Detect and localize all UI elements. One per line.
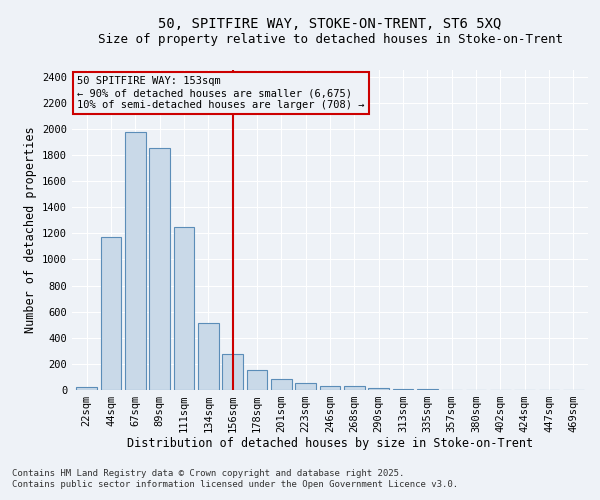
Text: Contains public sector information licensed under the Open Government Licence v3: Contains public sector information licen… — [12, 480, 458, 489]
Text: Size of property relative to detached houses in Stoke-on-Trent: Size of property relative to detached ho… — [97, 32, 563, 46]
Text: 50 SPITFIRE WAY: 153sqm
← 90% of detached houses are smaller (6,675)
10% of semi: 50 SPITFIRE WAY: 153sqm ← 90% of detache… — [77, 76, 365, 110]
Bar — [101, 236, 121, 390]
Bar — [198, 322, 218, 390]
Bar — [320, 386, 340, 390]
Bar — [125, 132, 146, 390]
Bar — [76, 386, 97, 390]
X-axis label: Distribution of detached houses by size in Stoke-on-Trent: Distribution of detached houses by size … — [127, 436, 533, 450]
Text: Contains HM Land Registry data © Crown copyright and database right 2025.: Contains HM Land Registry data © Crown c… — [12, 468, 404, 477]
Bar — [295, 384, 316, 390]
Bar — [222, 354, 243, 390]
Text: 50, SPITFIRE WAY, STOKE-ON-TRENT, ST6 5XQ: 50, SPITFIRE WAY, STOKE-ON-TRENT, ST6 5X… — [158, 18, 502, 32]
Bar — [392, 389, 413, 390]
Y-axis label: Number of detached properties: Number of detached properties — [23, 126, 37, 334]
Bar — [149, 148, 170, 390]
Bar — [271, 379, 292, 390]
Bar — [173, 228, 194, 390]
Bar — [247, 370, 268, 390]
Bar — [368, 388, 389, 390]
Bar — [344, 386, 365, 390]
